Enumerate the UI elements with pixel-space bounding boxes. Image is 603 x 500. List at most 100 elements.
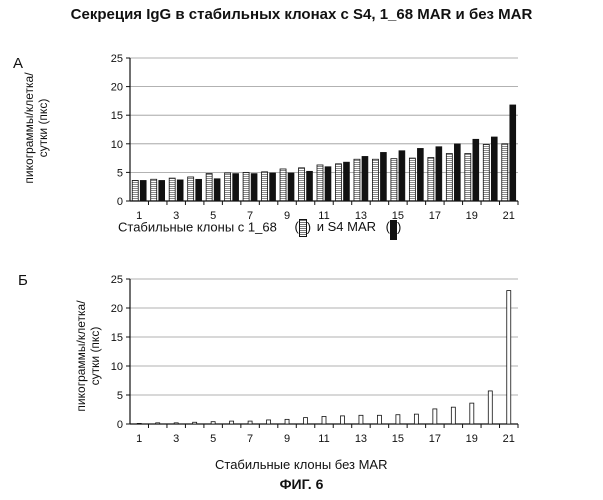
panel-a-bar-1-68	[483, 144, 489, 201]
panel-a-bar-1-68	[262, 172, 268, 201]
panel-b-xtick-label: 11	[318, 433, 329, 445]
panel-b-xtick-label: 7	[247, 433, 253, 445]
panel-a-bar-s4-mar	[436, 147, 442, 201]
panel-b-bar	[396, 415, 400, 424]
panel-a-bar-1-68	[502, 144, 508, 201]
panel-a-bar-s4-mar	[233, 174, 239, 201]
panel-b-ytick-label: 25	[111, 274, 123, 286]
panel-b-bar	[507, 291, 511, 424]
panel-b-xtick-label: 15	[392, 433, 404, 445]
panel-a-bar-1-68	[465, 154, 471, 201]
panel-a-bar-s4-mar	[343, 162, 349, 201]
panel-a-bar-s4-mar	[196, 179, 202, 201]
panel-a-bar-s4-mar	[399, 151, 405, 201]
panel-b-bar	[304, 418, 308, 424]
panel-b-bar	[340, 416, 344, 424]
panel-a-xtick-label: 15	[392, 210, 404, 222]
panel-a-bar-1-68	[372, 159, 378, 201]
panel-b-xtick-label: 1	[136, 433, 142, 445]
panel-a-bar-s4-mar	[307, 171, 313, 201]
panel-a-bar-1-68	[299, 168, 305, 201]
panel-a-bar-s4-mar	[159, 180, 165, 201]
panel-a-xtick-label: 9	[284, 210, 290, 222]
panel-a-xtick-label: 1	[136, 210, 142, 222]
panel-a-bar-1-68	[206, 174, 212, 201]
panel-b-bar	[377, 415, 381, 424]
panel-a-bar-s4-mar	[177, 180, 183, 201]
panel-b-chart: 051015202513579111315171921	[111, 274, 518, 445]
panel-b-ytick-label: 10	[111, 361, 123, 373]
panel-a-ytick-label: 0	[117, 196, 123, 208]
panel-a-bar-s4-mar	[454, 144, 460, 201]
panel-a-bar-1-68	[409, 158, 415, 201]
panel-a-bar-s4-mar	[380, 152, 386, 201]
panel-b-xtick-label: 21	[503, 433, 515, 445]
panel-a-xtick-label: 7	[247, 210, 253, 222]
panel-b-xtick-label: 19	[466, 433, 478, 445]
panel-a-bar-s4-mar	[491, 137, 497, 201]
panel-b-bar	[174, 423, 178, 424]
panel-b-bar	[359, 415, 363, 424]
panel-b-xtick-label: 9	[284, 433, 290, 445]
panel-a-bar-1-68	[354, 159, 360, 201]
panel-a-xtick-label: 5	[210, 210, 216, 222]
panel-b-bar	[470, 403, 474, 424]
panel-b-bar	[193, 422, 197, 424]
panel-a-bar-1-68	[243, 172, 249, 201]
panel-a-bar-1-68	[391, 159, 397, 201]
panel-b-bar	[451, 407, 455, 424]
panel-a-bar-s4-mar	[473, 139, 479, 201]
panel-a-bar-1-68	[335, 164, 341, 201]
panel-a-xtick-label: 17	[429, 210, 441, 222]
panel-a-bar-1-68	[446, 154, 452, 201]
panel-b-ytick-label: 20	[111, 303, 123, 315]
panel-a-bar-1-68	[317, 165, 323, 201]
panel-a-bar-1-68	[428, 158, 434, 201]
panel-a-xtick-label: 13	[355, 210, 367, 222]
panel-b-ytick-label: 5	[117, 390, 123, 402]
panel-b-xtick-label: 5	[210, 433, 216, 445]
panel-b-ytick-label: 15	[111, 332, 123, 344]
panel-a-bar-s4-mar	[510, 105, 516, 201]
panel-b-xtick-label: 3	[173, 433, 179, 445]
panel-a-bar-s4-mar	[270, 173, 276, 201]
panel-a-xtick-label: 19	[466, 210, 478, 222]
panel-a-bar-s4-mar	[362, 156, 368, 201]
panel-a-xtick-label: 21	[503, 210, 515, 222]
panel-a-bar-1-68	[188, 177, 194, 201]
panel-a-ytick-label: 10	[111, 139, 123, 151]
panel-a-bar-s4-mar	[325, 167, 331, 201]
panel-a-bar-s4-mar	[214, 179, 220, 201]
panel-a-bar-1-68	[169, 178, 175, 201]
panel-a-chart: 051015202513579111315171921	[111, 53, 518, 222]
panel-a-xtick-label: 3	[173, 210, 179, 222]
panel-a-bar-1-68	[225, 173, 231, 201]
panel-a-ytick-label: 25	[111, 53, 123, 65]
panel-b-bar	[248, 421, 252, 424]
panel-a-ytick-label: 15	[111, 110, 123, 122]
panel-a-xtick-label: 11	[318, 210, 329, 222]
panel-b-ytick-label: 0	[117, 419, 123, 431]
panel-a-bar-1-68	[132, 180, 138, 201]
panel-b-bar	[414, 414, 418, 424]
panel-b-bar	[488, 391, 492, 424]
panel-b-bar	[433, 409, 437, 424]
panel-b-bar	[137, 423, 141, 424]
panel-a-bar-s4-mar	[417, 148, 423, 201]
panel-a-bar-s4-mar	[288, 173, 294, 201]
panel-b-xtick-label: 17	[429, 433, 441, 445]
panel-b-bar	[285, 419, 289, 424]
panel-b-bar	[267, 420, 271, 424]
panel-a-ytick-label: 5	[117, 167, 123, 179]
panel-a-bar-1-68	[151, 179, 157, 201]
panel-a-bar-s4-mar	[140, 180, 146, 201]
panel-b-bar	[230, 421, 234, 424]
panel-a-bar-s4-mar	[251, 174, 257, 201]
panel-b-xtick-label: 13	[355, 433, 367, 445]
panel-b-bar	[322, 416, 326, 424]
panel-a-ytick-label: 20	[111, 82, 123, 94]
panel-b-bar	[211, 422, 215, 424]
panel-a-bar-1-68	[280, 169, 286, 201]
panel-b-bar	[156, 423, 160, 424]
